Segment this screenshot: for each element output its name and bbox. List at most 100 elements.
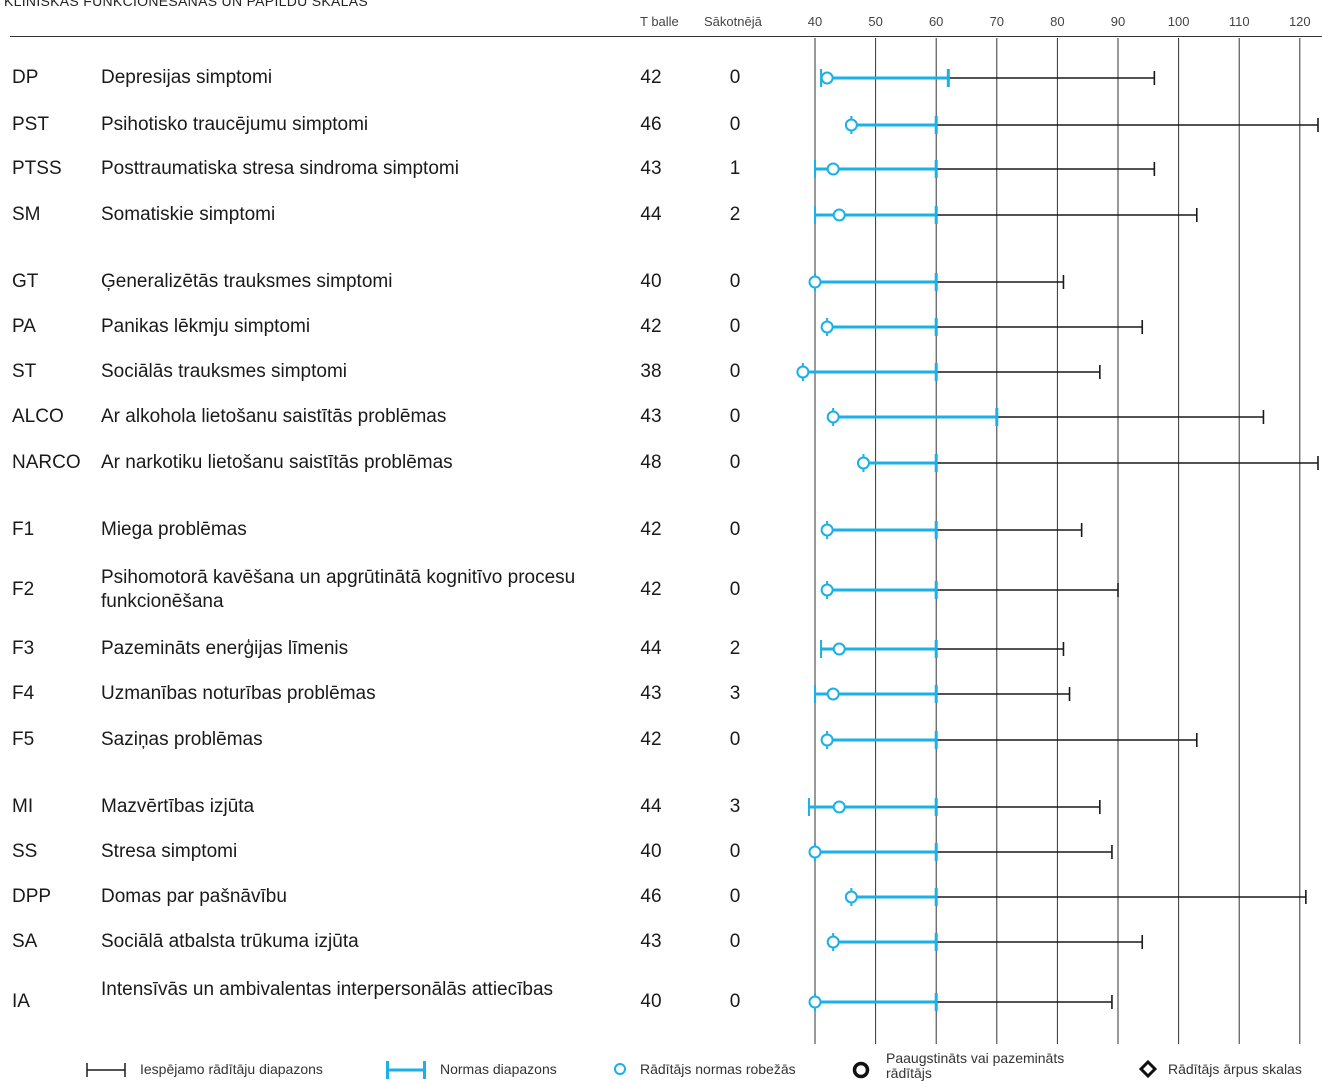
- scale-name: Sociālās trauksmes simptomi: [101, 361, 348, 382]
- x-tick-label: 70: [990, 14, 1004, 29]
- scale-name: Somatiskie simptomi: [101, 204, 276, 225]
- scale-code: PA: [12, 316, 36, 337]
- score-marker: [832, 642, 846, 656]
- t-score-value: 43: [640, 158, 662, 179]
- baseline-value: 0: [729, 886, 741, 907]
- t-score-value: 42: [640, 67, 662, 88]
- t-score-value: 44: [640, 638, 662, 659]
- scale-code: SA: [12, 931, 38, 952]
- score-marker: [826, 687, 840, 701]
- scale-name: Domas par pašnāvību: [101, 886, 287, 907]
- baseline-value: 2: [729, 204, 741, 225]
- range-bar-icon: [86, 1063, 126, 1077]
- score-marker: [808, 995, 822, 1009]
- column-header-baseline: Sākotnējā: [704, 14, 762, 29]
- t-score-value: 42: [640, 519, 662, 540]
- range-chart: 40 50 60 70 80 90 100 110 120: [796, 14, 1319, 1044]
- scale-code: F2: [12, 579, 35, 600]
- page-title: KLĪNISKĀS FUNKCIONĒŠANAS UN PAPILDU SKAL…: [4, 0, 369, 9]
- t-score-value: 40: [640, 271, 662, 292]
- scale-name: Psihomotorā kavēšana un apgrūtinātā kogn…: [101, 567, 576, 612]
- column-header-t-score: T balle: [640, 14, 679, 29]
- scale-code: F4: [12, 683, 35, 704]
- baseline-value: 0: [729, 67, 741, 88]
- baseline-value: 0: [729, 452, 741, 473]
- scale-name: Ar narkotiku lietošanu saistītās problēm…: [101, 452, 453, 473]
- scale-code: ALCO: [12, 406, 64, 427]
- scale-name: Ar alkohola lietošanu saistītās problēma…: [101, 406, 447, 427]
- scale-name: Psihotisko traucējumu simptomi: [101, 114, 369, 135]
- baseline-value: 0: [729, 361, 741, 382]
- t-score-value: 40: [640, 991, 662, 1012]
- t-score-value: 44: [640, 204, 662, 225]
- scale-code: IA: [12, 991, 30, 1012]
- legend-label: Rādītājs normas robežās: [640, 1061, 796, 1077]
- score-marker: [820, 523, 834, 537]
- score-marker: [856, 456, 870, 470]
- scale-name: Panikas lēkmju simptomi: [101, 316, 311, 337]
- baseline-value: 0: [729, 519, 741, 540]
- score-marker: [820, 320, 834, 334]
- baseline-value: 1: [729, 158, 741, 179]
- scale-name: Ģeneralizētās trauksmes simptomi: [101, 271, 393, 292]
- scale-code: PTSS: [12, 158, 62, 179]
- scale-code: PST: [12, 114, 49, 135]
- t-score-value: 40: [640, 841, 662, 862]
- baseline-value: 0: [729, 931, 741, 952]
- score-marker: [832, 208, 846, 222]
- scale-name: Sociālā atbalsta trūkuma izjūta: [101, 931, 359, 952]
- score-marker: [808, 845, 822, 859]
- baseline-value: 2: [729, 638, 741, 659]
- scale-code: ST: [12, 361, 37, 382]
- legend-label: Paaugstināts vai pazemināts rādītājs: [886, 1050, 1065, 1081]
- t-score-value: 46: [640, 114, 662, 135]
- score-marker: [826, 410, 840, 424]
- baseline-value: 3: [729, 683, 741, 704]
- score-marker: [826, 935, 840, 949]
- scale-name: Miega problēmas: [101, 519, 247, 540]
- baseline-value: 0: [729, 316, 741, 337]
- t-score-value: 46: [640, 886, 662, 907]
- t-score-value: 48: [640, 452, 662, 473]
- x-tick-label: 50: [868, 14, 882, 29]
- scale-name: Mazvērtības izjūta: [101, 796, 255, 817]
- scale-code: F1: [12, 519, 35, 540]
- legend-label: Iespējamo rādītāju diapazons: [140, 1061, 323, 1077]
- scale-name: Depresijas simptomi: [101, 67, 273, 88]
- t-score-value: 44: [640, 796, 662, 817]
- scale-code: DPP: [12, 886, 52, 907]
- baseline-value: 0: [729, 729, 741, 750]
- baseline-value: 0: [729, 271, 741, 292]
- score-marker: [844, 890, 858, 904]
- t-score-value: 42: [640, 729, 662, 750]
- score-marker: [796, 365, 810, 379]
- baseline-value: 0: [729, 991, 741, 1012]
- legend-label: Normas diapazons: [440, 1061, 557, 1077]
- baseline-value: 0: [729, 406, 741, 427]
- scale-name: Saziņas problēmas: [101, 729, 263, 750]
- scale-code: GT: [12, 271, 39, 292]
- scale-name: Uzmanības noturības problēmas: [101, 683, 376, 704]
- legend-label: Rādītājs ārpus skalas: [1168, 1061, 1302, 1077]
- t-score-value: 43: [640, 683, 662, 704]
- scale-code: DP: [12, 67, 39, 88]
- scale-code: MI: [12, 796, 34, 817]
- t-score-value: 42: [640, 579, 662, 600]
- scale-name: Intensīvās un ambivalentas interpersonāl…: [101, 979, 554, 1000]
- scale-code: SS: [12, 841, 38, 862]
- header-divider: [10, 36, 1322, 37]
- t-score-value: 38: [640, 361, 662, 382]
- score-marker: [820, 71, 834, 85]
- score-marker: [844, 118, 858, 132]
- circle-open-icon: [614, 1063, 626, 1075]
- score-marker: [826, 162, 840, 176]
- score-marker: [820, 733, 834, 747]
- baseline-value: 0: [729, 841, 741, 862]
- scale-name: Pazemināts enerģijas līmenis: [101, 638, 349, 659]
- scale-code: F3: [12, 638, 35, 659]
- x-tick-label: 120: [1289, 14, 1311, 29]
- t-score-value: 43: [640, 931, 662, 952]
- score-marker: [808, 275, 822, 289]
- t-score-value: 42: [640, 316, 662, 337]
- x-tick-label: 80: [1050, 14, 1064, 29]
